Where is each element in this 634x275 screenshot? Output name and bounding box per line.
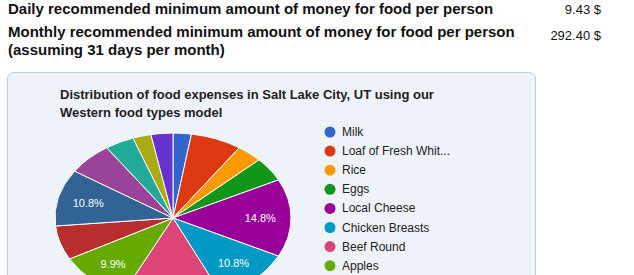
legend-swatch (325, 241, 336, 252)
legend-label: Beef Round (342, 240, 405, 254)
legend-label: Apples (342, 259, 379, 273)
legend-swatch (325, 127, 336, 138)
header-value: 292.40 $ (550, 28, 601, 43)
legend: Milk Loaf of Fresh Whit... Rice Eggs Local C… (325, 125, 451, 273)
header-label: (assuming 31 days per month) (8, 41, 225, 58)
data-label: 14.8% (245, 212, 276, 224)
header-value: 9.43 $ (565, 2, 602, 17)
legend-label: Milk (342, 125, 364, 139)
legend-label: Local Cheese (342, 201, 416, 215)
header-label: Daily recommended minimum amount of mone… (8, 0, 493, 17)
header-label: Monthly recommended minimum amount of mo… (8, 23, 515, 40)
chart-title-line: Distribution of food expenses in Salt La… (60, 87, 434, 102)
header: Daily recommended minimum amount of mone… (8, 0, 602, 58)
legend-label: Rice (342, 163, 366, 177)
data-label: 10.8% (218, 257, 249, 269)
legend-swatch (325, 203, 336, 214)
legend-label: Loaf of Fresh Whit... (342, 144, 450, 158)
legend-swatch (325, 222, 336, 233)
legend-swatch (325, 146, 336, 157)
chart-title: Distribution of food expenses in Salt La… (60, 87, 434, 120)
pie-slice (151, 133, 173, 218)
page: Daily recommended minimum amount of mone… (0, 0, 634, 275)
legend-swatch (325, 165, 336, 176)
pie (55, 133, 291, 275)
data-labels: 14.8% 10.8% 9.9% 10.8% (73, 197, 276, 270)
data-label: 9.9% (100, 258, 125, 270)
legend-swatch (325, 260, 336, 271)
data-label: 10.8% (73, 197, 104, 209)
legend-label: Eggs (342, 182, 369, 196)
chart-title-line: Western food types model (60, 105, 222, 120)
legend-label: Chicken Breasts (342, 221, 429, 235)
legend-swatch (325, 184, 336, 195)
chart-box (8, 73, 536, 275)
